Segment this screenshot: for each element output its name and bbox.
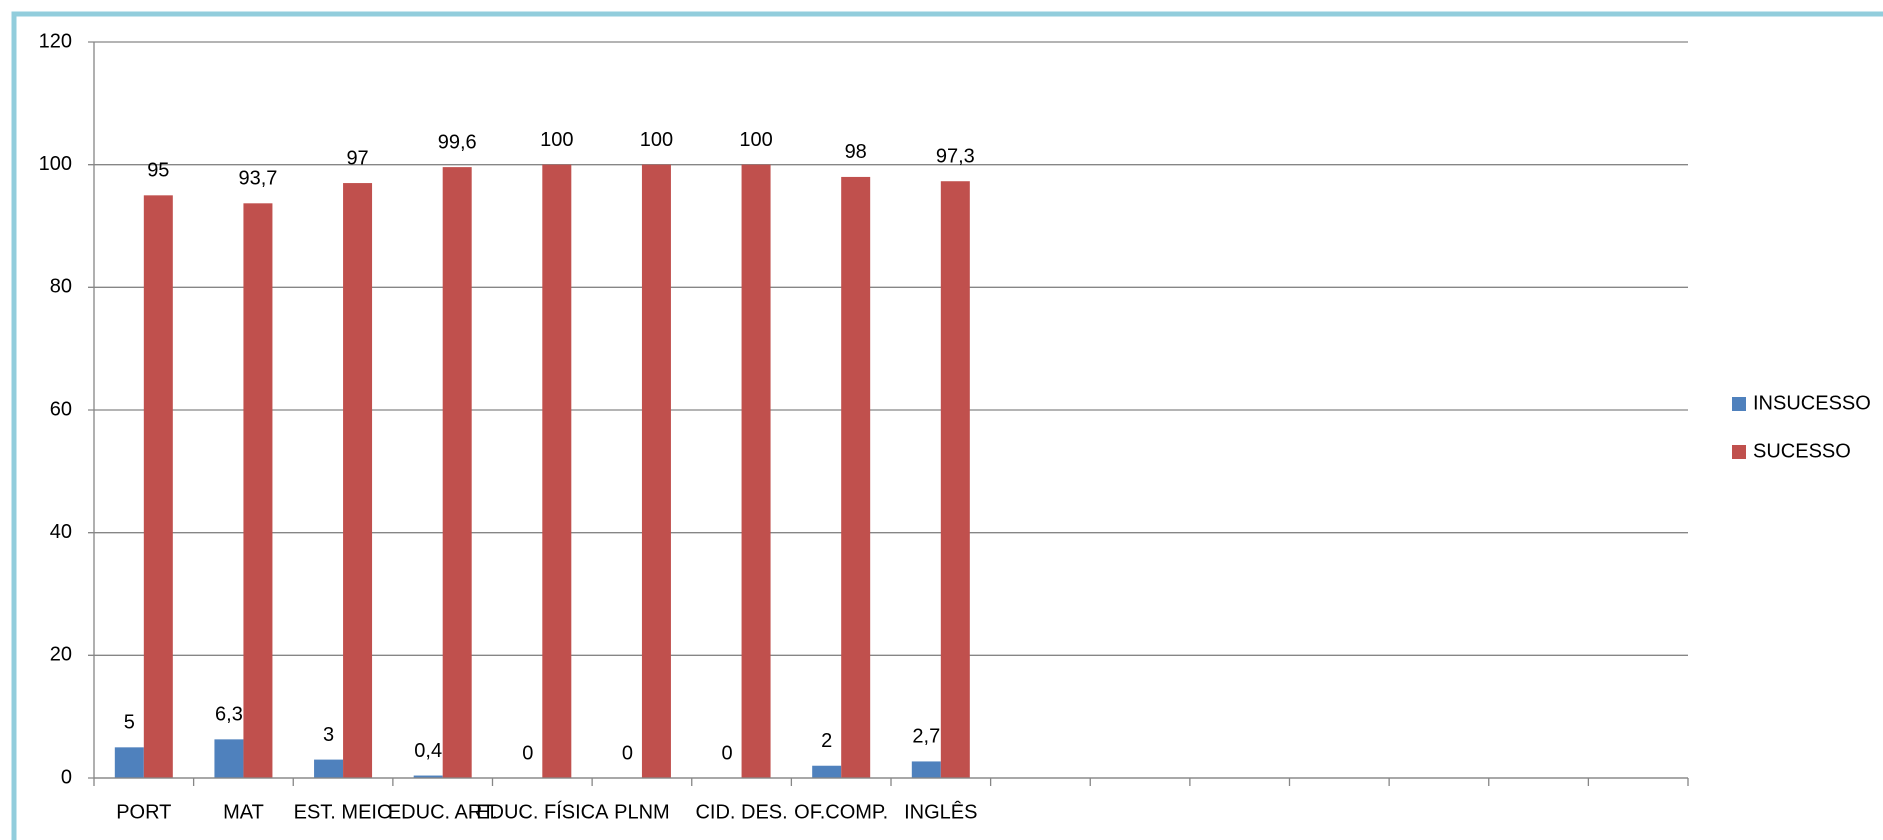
y-tick-label: 100 xyxy=(39,153,72,175)
bar xyxy=(143,195,173,779)
bar xyxy=(114,747,144,778)
data-label: 97 xyxy=(346,147,368,169)
bar xyxy=(812,765,842,778)
legend-label: SUCESSO xyxy=(1753,440,1851,462)
data-label: 6,3 xyxy=(215,704,243,726)
bar xyxy=(314,759,344,778)
data-label: 99,6 xyxy=(438,131,477,153)
data-label: 0,4 xyxy=(414,740,442,762)
data-label: 2,7 xyxy=(912,726,940,748)
data-label: 0 xyxy=(622,742,633,764)
legend-swatch xyxy=(1732,445,1746,459)
y-tick-label: 20 xyxy=(50,644,72,666)
bar xyxy=(641,164,671,778)
bar xyxy=(413,775,443,778)
data-label: 2 xyxy=(821,730,832,752)
legend-label: INSUCESSO xyxy=(1753,392,1871,414)
bar xyxy=(343,183,373,779)
legend-swatch xyxy=(1732,397,1746,411)
bar xyxy=(442,167,472,778)
bar xyxy=(243,203,273,779)
x-tick-label: INGLÊS xyxy=(904,800,977,823)
data-label: 0 xyxy=(722,742,733,764)
data-label: 3 xyxy=(323,724,334,746)
x-tick-label: MAT xyxy=(223,801,264,823)
x-tick-label: PLNM xyxy=(614,801,670,823)
data-label: 100 xyxy=(540,129,573,151)
bar xyxy=(911,761,941,778)
y-tick-label: 40 xyxy=(50,521,72,543)
data-label: 97,3 xyxy=(936,146,975,168)
x-tick-label: CID. DES. xyxy=(695,801,787,823)
x-tick-label: OF.COMP. xyxy=(794,801,888,823)
data-label: 100 xyxy=(739,129,772,151)
bar xyxy=(841,176,871,778)
x-tick-label: EDUC. FÍSICA xyxy=(476,800,609,823)
bar xyxy=(741,164,771,778)
data-label: 98 xyxy=(845,141,867,163)
x-tick-label: EST. MEIO xyxy=(294,801,393,823)
bar xyxy=(940,181,970,778)
y-tick-label: 0 xyxy=(61,766,72,788)
y-tick-label: 120 xyxy=(39,30,72,52)
data-label: 5 xyxy=(124,712,135,734)
data-label: 100 xyxy=(640,129,673,151)
data-label: 0 xyxy=(522,742,533,764)
y-tick-label: 60 xyxy=(50,398,72,420)
bar xyxy=(214,739,244,778)
x-tick-label: PORT xyxy=(116,801,171,823)
data-label: 95 xyxy=(147,160,169,182)
data-label: 93,7 xyxy=(238,168,277,190)
y-tick-label: 80 xyxy=(50,276,72,298)
frame xyxy=(11,11,1883,840)
x-tick-label: EDUC. ART. xyxy=(388,801,498,823)
bar xyxy=(542,164,572,778)
